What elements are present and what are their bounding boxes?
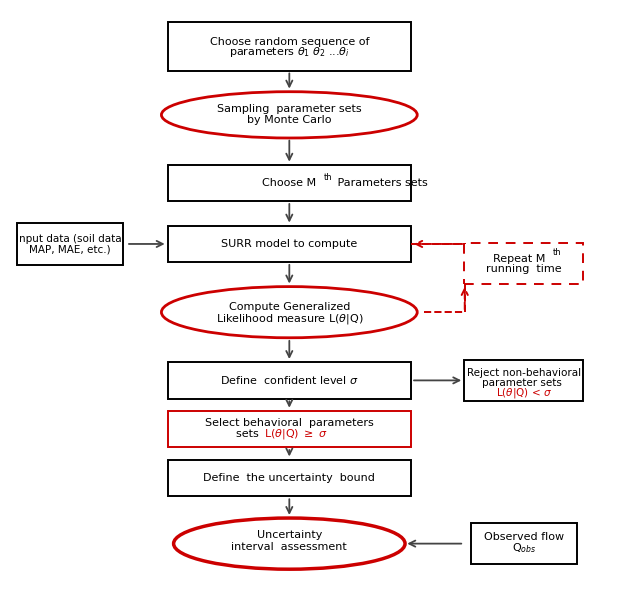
Text: Define  confident level $\sigma$: Define confident level $\sigma$ — [220, 374, 358, 386]
Text: L($\theta$|Q) $\geq$ $\sigma$: L($\theta$|Q) $\geq$ $\sigma$ — [264, 427, 328, 441]
Ellipse shape — [174, 518, 405, 569]
Text: L($\theta$|Q) < $\sigma$: L($\theta$|Q) < $\sigma$ — [496, 386, 552, 400]
Text: Choose M: Choose M — [262, 178, 316, 188]
Text: Q$_{obs}$: Q$_{obs}$ — [512, 542, 536, 556]
FancyBboxPatch shape — [168, 226, 411, 262]
Text: Define  the uncertainty  bound: Define the uncertainty bound — [204, 473, 375, 483]
FancyBboxPatch shape — [465, 359, 583, 401]
Text: Sampling  parameter sets: Sampling parameter sets — [217, 104, 361, 114]
Ellipse shape — [161, 92, 417, 138]
Text: MAP, MAE, etc.): MAP, MAE, etc.) — [29, 244, 111, 254]
Text: sets: sets — [235, 429, 262, 439]
FancyBboxPatch shape — [168, 362, 411, 398]
Text: interval  assessment: interval assessment — [232, 542, 347, 551]
Text: SURR model to compute: SURR model to compute — [221, 239, 358, 249]
Text: Observed flow: Observed flow — [484, 532, 564, 542]
Text: Uncertainty: Uncertainty — [256, 530, 322, 541]
Text: Select behavioral  parameters: Select behavioral parameters — [205, 418, 374, 428]
FancyBboxPatch shape — [168, 22, 411, 71]
FancyBboxPatch shape — [168, 411, 411, 448]
Text: Input data (soil data,: Input data (soil data, — [16, 233, 125, 244]
Text: Compute Generalized: Compute Generalized — [229, 302, 350, 313]
Text: th: th — [324, 173, 333, 182]
Text: parameters $\theta_1$ $\theta_2$ ...$\theta_i$: parameters $\theta_1$ $\theta_2$ ...$\th… — [229, 46, 350, 59]
Text: parameter sets: parameter sets — [483, 378, 565, 388]
Ellipse shape — [161, 287, 417, 338]
FancyBboxPatch shape — [465, 243, 583, 284]
Text: Likelihood measure L($\theta$|Q): Likelihood measure L($\theta$|Q) — [215, 311, 363, 326]
Text: th: th — [553, 248, 561, 257]
Text: Parameters sets: Parameters sets — [333, 178, 427, 188]
Text: Choose random sequence of: Choose random sequence of — [209, 37, 369, 47]
Text: Repeat M: Repeat M — [493, 254, 546, 263]
FancyBboxPatch shape — [168, 460, 411, 496]
Text: Reject non-behavioral: Reject non-behavioral — [467, 368, 581, 378]
Text: running  time: running time — [486, 265, 561, 274]
FancyBboxPatch shape — [17, 223, 124, 265]
FancyBboxPatch shape — [168, 165, 411, 202]
FancyBboxPatch shape — [471, 523, 577, 565]
Text: by Monte Carlo: by Monte Carlo — [247, 115, 332, 125]
